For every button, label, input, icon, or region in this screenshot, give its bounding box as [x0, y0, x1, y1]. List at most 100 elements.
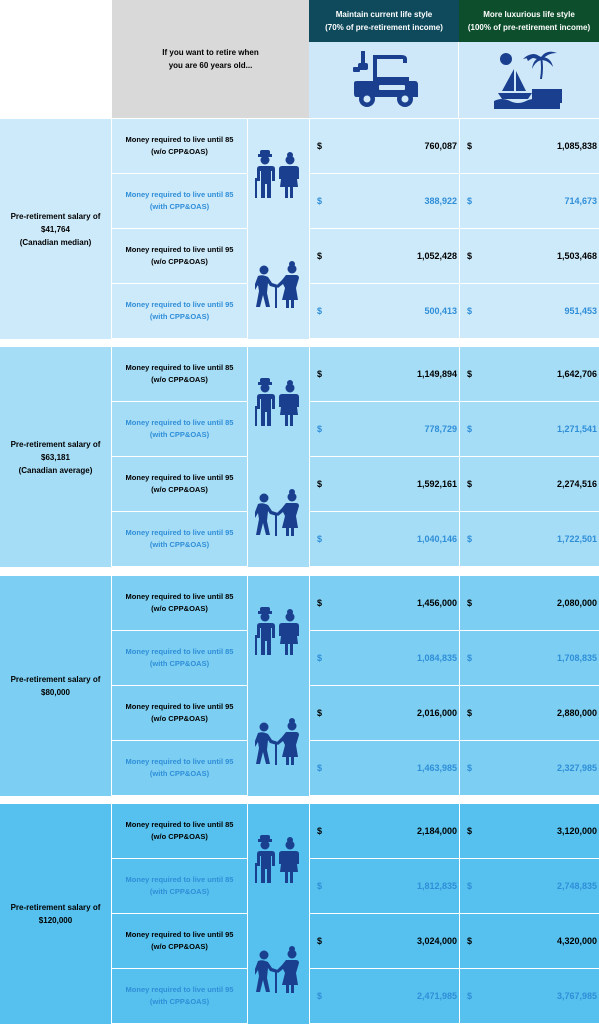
elderly-couple-with-canes-icon — [254, 946, 299, 993]
amount-value: 3,120,000 — [556, 826, 597, 836]
money-cell-lifestyle-luxurious: $2,274,516 — [459, 457, 599, 512]
amount-value: 1,708,835 — [556, 653, 597, 663]
currency-symbol: $ — [317, 708, 323, 718]
amount-value: 714,673 — [564, 196, 597, 206]
currency-symbol: $ — [467, 306, 473, 316]
amount-value: 1,463,985 — [416, 763, 457, 773]
amount-value: 3,024,000 — [416, 936, 457, 946]
amount-value: 1,722,501 — [556, 534, 597, 544]
header-col2-title: More luxurious life style (100% of pre-r… — [459, 0, 599, 42]
elderly-couple-standing-icon-cell — [248, 804, 309, 914]
money-cell-lifestyle-luxurious: $2,327,985 — [459, 741, 599, 796]
currency-symbol: $ — [467, 881, 473, 891]
amount-value: 1,271,541 — [556, 424, 597, 434]
money-cell-lifestyle-luxurious: $1,722,501 — [459, 512, 599, 567]
beach-sailboat-icon — [494, 51, 562, 109]
currency-symbol: $ — [467, 936, 473, 946]
currency-symbol: $ — [317, 881, 323, 891]
currency-symbol: $ — [317, 196, 323, 206]
amount-value: 2,080,000 — [556, 598, 597, 608]
row-label: Money required to live until 95 (w/o CPP… — [112, 686, 248, 741]
salary-label: Pre-retirement salary of $80,000 — [0, 576, 112, 796]
row-label: Money required to live until 85 (w/o CPP… — [112, 804, 248, 859]
currency-symbol: $ — [467, 991, 473, 1001]
currency-symbol: $ — [317, 936, 323, 946]
elderly-couple-icon — [254, 378, 299, 426]
elderly-couple-with-canes-icon — [254, 489, 299, 536]
money-cell-lifestyle-current: $1,040,146 — [309, 512, 459, 567]
amount-value: 2,748,835 — [556, 881, 597, 891]
currency-symbol: $ — [467, 479, 473, 489]
row-label: Money required to live until 85 (with CP… — [112, 174, 248, 229]
header-question: If you want to retire when you are 60 ye… — [112, 0, 309, 118]
amount-value: 1,812,835 — [416, 881, 457, 891]
money-cell-lifestyle-luxurious: $2,080,000 — [459, 576, 599, 631]
row-label: Money required to live until 95 (with CP… — [112, 741, 248, 796]
money-cell-lifestyle-current: $1,084,835 — [309, 631, 459, 686]
amount-value: 1,149,894 — [416, 369, 457, 379]
money-cell-lifestyle-luxurious: $1,503,468 — [459, 229, 599, 284]
currency-symbol: $ — [317, 534, 323, 544]
header-col2-icon-cell — [459, 42, 599, 118]
currency-symbol: $ — [467, 826, 473, 836]
money-cell-lifestyle-current: $500,413 — [309, 284, 459, 339]
currency-symbol: $ — [317, 251, 323, 261]
elderly-couple-standing-icon-cell — [248, 347, 309, 457]
golf-cart-icon — [352, 51, 418, 107]
amount-value: 760,087 — [424, 141, 457, 151]
row-label: Money required to live until 95 (w/o CPP… — [112, 229, 248, 284]
salary-group: Pre-retirement salary of $120,000 Money r… — [0, 804, 599, 1024]
amount-value: 1,052,428 — [416, 251, 457, 261]
amount-value: 2,274,516 — [556, 479, 597, 489]
currency-symbol: $ — [317, 991, 323, 1001]
amount-value: 3,767,985 — [556, 991, 597, 1001]
money-cell-lifestyle-current: $3,024,000 — [309, 914, 459, 969]
money-cell-lifestyle-current: $1,592,161 — [309, 457, 459, 512]
salary-label: Pre-retirement salary of $120,000 — [0, 804, 112, 1024]
row-label: Money required to live until 95 (w/o CPP… — [112, 914, 248, 969]
elderly-couple-with-canes-icon — [254, 261, 299, 308]
amount-value: 1,503,468 — [556, 251, 597, 261]
salary-group: Pre-retirement salary of $63,181 (Canadi… — [0, 347, 599, 567]
elderly-couple-standing-icon-cell — [248, 576, 309, 686]
elderly-couple-with-canes-icon — [254, 718, 299, 765]
currency-symbol: $ — [467, 251, 473, 261]
currency-symbol: $ — [317, 306, 323, 316]
money-cell-lifestyle-current: $1,812,835 — [309, 859, 459, 914]
money-cell-lifestyle-luxurious: $1,708,835 — [459, 631, 599, 686]
money-cell-lifestyle-current: $778,729 — [309, 402, 459, 457]
money-cell-lifestyle-current: $388,922 — [309, 174, 459, 229]
amount-value: 2,471,985 — [416, 991, 457, 1001]
currency-symbol: $ — [467, 369, 473, 379]
elderly-couple-canes-icon-cell — [248, 914, 309, 1024]
amount-value: 1,040,146 — [416, 534, 457, 544]
money-cell-lifestyle-luxurious: $2,880,000 — [459, 686, 599, 741]
currency-symbol: $ — [467, 598, 473, 608]
money-cell-lifestyle-current: $1,149,894 — [309, 347, 459, 402]
elderly-couple-canes-icon-cell — [248, 229, 309, 339]
money-cell-lifestyle-current: $1,456,000 — [309, 576, 459, 631]
amount-value: 2,016,000 — [416, 708, 457, 718]
money-cell-lifestyle-luxurious: $3,767,985 — [459, 969, 599, 1024]
currency-symbol: $ — [317, 826, 323, 836]
amount-value: 1,592,161 — [416, 479, 457, 489]
money-cell-lifestyle-luxurious: $2,748,835 — [459, 859, 599, 914]
amount-value: 1,456,000 — [416, 598, 457, 608]
elderly-couple-icon — [254, 607, 299, 655]
money-cell-lifestyle-luxurious: $1,642,706 — [459, 347, 599, 402]
amount-value: 778,729 — [424, 424, 457, 434]
currency-symbol: $ — [467, 708, 473, 718]
row-label: Money required to live until 85 (with CP… — [112, 402, 248, 457]
row-label: Money required to live until 85 (w/o CPP… — [112, 119, 248, 174]
row-label: Money required to live until 95 (w/o CPP… — [112, 457, 248, 512]
amount-value: 388,922 — [424, 196, 457, 206]
amount-value: 2,327,985 — [556, 763, 597, 773]
salary-group: Pre-retirement salary of $80,000 Money re… — [0, 576, 599, 796]
currency-symbol: $ — [317, 141, 323, 151]
money-cell-lifestyle-current: $1,052,428 — [309, 229, 459, 284]
row-label: Money required to live until 95 (with CP… — [112, 512, 248, 567]
amount-value: 500,413 — [424, 306, 457, 316]
salary-group: Pre-retirement salary of $41,764 (Canadi… — [0, 119, 599, 339]
header-col1-icon-cell — [309, 42, 459, 118]
row-label: Money required to live until 85 (with CP… — [112, 631, 248, 686]
